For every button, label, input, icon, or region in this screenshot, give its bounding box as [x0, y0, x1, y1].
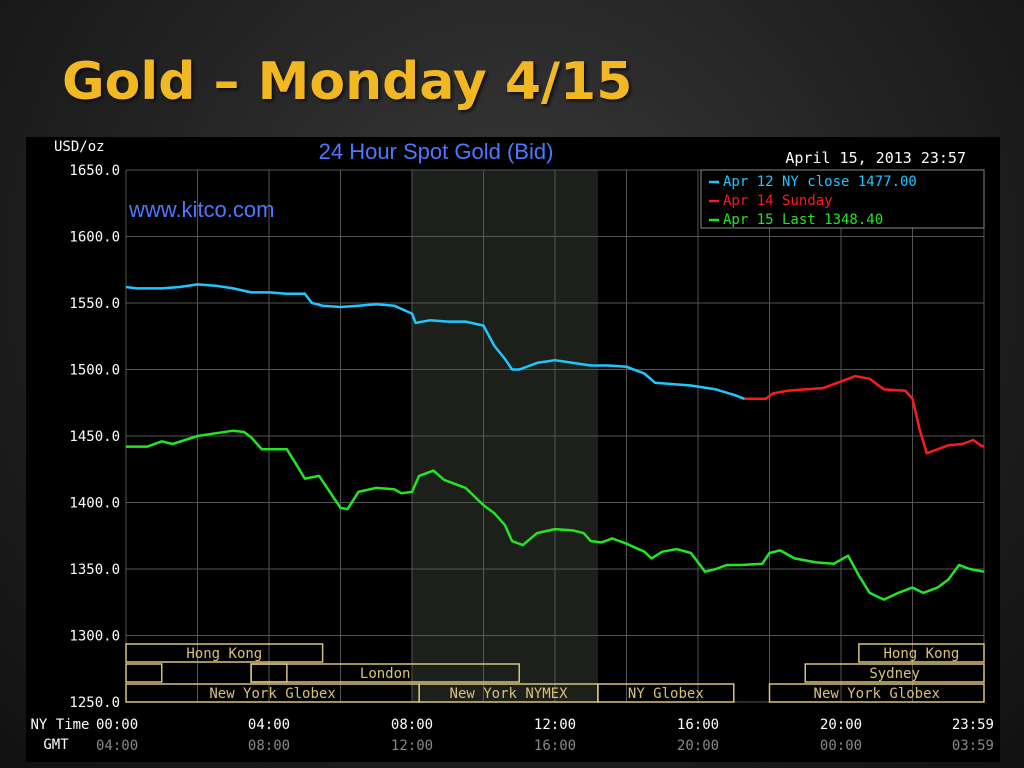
x-tick-label-gmt: 08:00 [248, 738, 290, 754]
legend-entry: Apr 14 Sunday [723, 193, 833, 209]
session-box [125, 663, 163, 683]
kitco-watermark: www.kitco.com [128, 197, 274, 222]
x-tick-label-ny: 08:00 [391, 717, 433, 733]
session-label: New York NYMEX [450, 686, 569, 702]
session-box [250, 663, 520, 683]
session-box [597, 683, 735, 703]
y-tick-label: 1250.0 [69, 695, 120, 711]
session-label: New York Globex [209, 686, 335, 702]
session-label: New York Globex [814, 686, 940, 702]
slide-title: Gold – Monday 4/15 [62, 52, 633, 112]
session-box [125, 643, 324, 663]
session-box [768, 683, 985, 703]
session-box [804, 663, 985, 683]
y-tick-label: 1400.0 [69, 496, 120, 512]
y-tick-label: 1500.0 [69, 363, 120, 379]
y-tick-label: 1650.0 [69, 163, 120, 179]
chart-timestamp: April 15, 2013 23:57 [785, 149, 966, 167]
legend-entry: Apr 12 NY close 1477.00 [723, 174, 917, 190]
session-label: Sydney [869, 666, 920, 682]
x-tick-label-gmt: 12:00 [391, 738, 433, 754]
y-tick-label: 1600.0 [69, 230, 120, 246]
chart-title: 24 Hour Spot Gold (Bid) [319, 139, 554, 164]
x-tick-label-gmt: 20:00 [677, 738, 719, 754]
x-tick-label-gmt: 00:00 [820, 738, 862, 754]
x-tick-label-ny: 00:00 [96, 717, 138, 733]
x-tick-label-gmt: 16:00 [534, 738, 576, 754]
x-tick-label-ny: 12:00 [534, 717, 576, 733]
y-tick-label: 1550.0 [69, 296, 120, 312]
y-tick-label: 1300.0 [69, 629, 120, 645]
y-axis-ticks: 1650.0 1600.0 1550.0 1500.0 1450.0 1400.0 1350… [69, 163, 120, 711]
x-tick-label-ny: 16:00 [677, 717, 719, 733]
x-tick-label-gmt: 03:59 [952, 738, 994, 754]
gold-price-chart: 1650.0 1600.0 1550.0 1500.0 1450.0 1400.0 1350… [30, 139, 994, 754]
legend-entry: Apr 15 Last 1348.40 [723, 212, 883, 228]
x-tick-label-ny: 23:59 [952, 717, 994, 733]
y-tick-label: 1450.0 [69, 429, 120, 445]
y-axis-label: USD/oz [54, 139, 105, 155]
x-tick-label-ny: 04:00 [248, 717, 290, 733]
x-axis-label-ny: NY Time [30, 717, 89, 733]
trading-sessions: Hong Kong London New York Globex New York N… [125, 643, 985, 703]
session-box [858, 643, 985, 663]
session-label: NY Globex [628, 686, 704, 702]
series-line [126, 429, 985, 601]
series-line [125, 283, 745, 400]
chart-panel: 1650.0 1600.0 1550.0 1500.0 1450.0 1400.0 1350… [26, 137, 1000, 762]
y-tick-label: 1350.0 [69, 562, 120, 578]
series-lines [125, 283, 985, 601]
chart-legend: Apr 12 NY close 1477.00 Apr 14 Sunday Apr … [700, 169, 985, 229]
x-tick-label-gmt: 04:00 [96, 738, 138, 754]
x-axis-label-gmt: GMT [43, 737, 69, 753]
session-label: London [360, 666, 411, 682]
session-label: Hong Kong [186, 646, 262, 662]
x-axis-ticks: 00:00 04:00 04:00 08:00 08:00 12:00 12:00 16:00… [96, 717, 994, 754]
legend-box [700, 169, 985, 229]
session-label: Hong Kong [884, 646, 960, 662]
x-tick-label-ny: 20:00 [820, 717, 862, 733]
series-line [744, 374, 985, 455]
chart-grid [125, 169, 985, 703]
